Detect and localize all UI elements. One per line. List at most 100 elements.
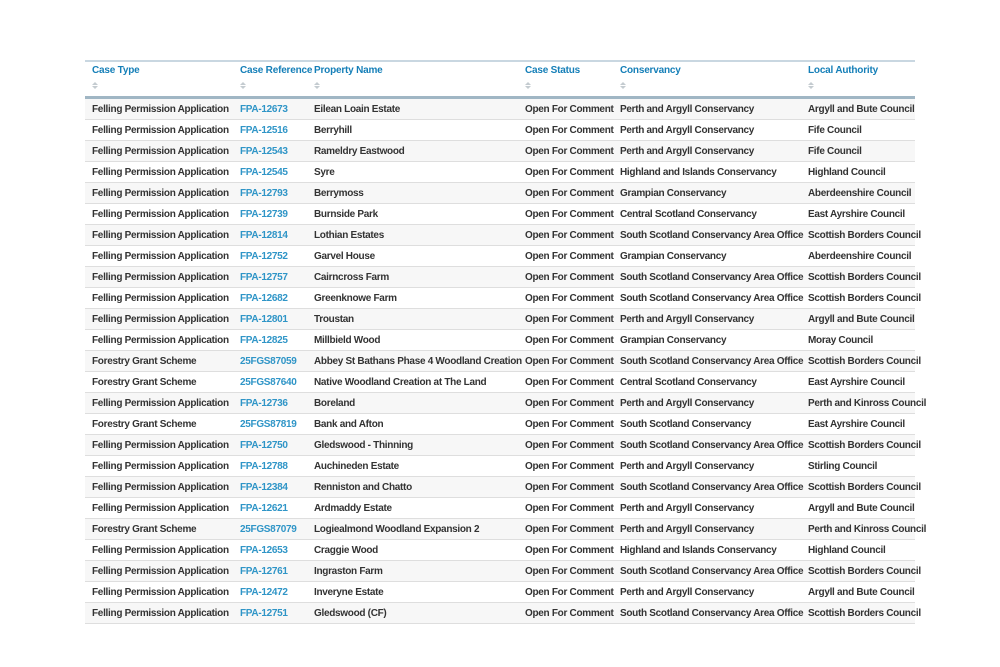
column-header-case-reference[interactable]: Case Reference [233, 60, 313, 99]
column-header-property-name[interactable]: Property Name [307, 60, 518, 99]
case-reference-link[interactable]: 25FGS87640 [240, 377, 297, 388]
table-header: Case Type Case Reference Property Name C… [85, 60, 915, 99]
case-reference-link[interactable]: FPA-12673 [240, 104, 288, 115]
case-status-cell: Open For Comment [518, 224, 614, 246]
case-reference-link[interactable]: FPA-12653 [240, 545, 288, 556]
table-body: Felling Permission Application FPA-12673 E… [85, 97, 926, 624]
conservancy-cell: South Scotland Conservancy Area Office [613, 434, 804, 456]
conservancy-cell: Grampian Conservancy [613, 245, 801, 267]
case-reference-link[interactable]: 25FGS87059 [240, 356, 297, 367]
case-reference-link[interactable]: FPA-12801 [240, 314, 288, 325]
case-reference-link[interactable]: FPA-12751 [240, 608, 288, 619]
column-header-local-authority[interactable]: Local Authority [801, 60, 915, 99]
conservancy-cell: Perth and Argyll Conservancy [613, 308, 801, 330]
column-header-case-status[interactable]: Case Status [518, 60, 613, 99]
case-reference-link[interactable]: FPA-12814 [240, 230, 288, 241]
case-reference-link[interactable]: FPA-12825 [240, 335, 288, 346]
case-reference-link[interactable]: FPA-12472 [240, 587, 288, 598]
case-type-cell: Felling Permission Application [85, 434, 233, 456]
case-reference-link[interactable]: FPA-12750 [240, 440, 288, 451]
case-reference-link[interactable]: FPA-12739 [240, 209, 288, 220]
local-authority-cell: Argyll and Bute Council [808, 104, 915, 115]
property-name-cell: Ingraston Farm [307, 560, 518, 582]
case-reference-cell: FPA-12788 [233, 455, 307, 477]
case-reference-link[interactable]: 25FGS87079 [240, 524, 297, 535]
case-reference-link[interactable]: FPA-12543 [240, 146, 288, 157]
sort-icon [314, 82, 320, 90]
local-authority-cell: East Ayrshire Council [801, 203, 915, 225]
local-authority-cell: Scottish Borders Council [801, 287, 921, 309]
conservancy-cell: Perth and Argyll Conservancy [613, 119, 801, 141]
case-status-cell: Open For Comment [518, 140, 614, 162]
property-name-cell: Craggie Wood [307, 539, 518, 561]
table-row: Forestry Grant Scheme 25FGS87079 Logiealmo… [85, 518, 926, 540]
local-authority-cell: Fife Council [801, 119, 915, 141]
case-type-cell: Felling Permission Application [85, 602, 233, 624]
case-status-cell: Open For Comment [518, 245, 614, 267]
case-reference-cell: FPA-12801 [233, 308, 307, 330]
conservancy-cell: South Scotland Conservancy Area Office [613, 224, 804, 246]
table-row: Felling Permission Application FPA-12751 G… [85, 602, 921, 624]
case-type-cell: Felling Permission Application [85, 182, 233, 204]
column-header-label: Conservancy [620, 65, 681, 76]
case-reference-link[interactable]: FPA-12545 [240, 167, 288, 178]
case-type-cell: Felling Permission Application [85, 581, 233, 603]
case-reference-link[interactable]: FPA-12621 [240, 503, 288, 514]
case-reference-link[interactable]: 25FGS87819 [240, 419, 297, 430]
case-reference-cell: 25FGS87059 [233, 350, 307, 372]
local-authority-cell: Highland Council [801, 539, 915, 561]
case-status-cell: Open For Comment [518, 539, 614, 561]
case-type-cell: Forestry Grant Scheme [85, 371, 233, 393]
case-reference-link[interactable]: FPA-12761 [240, 566, 288, 577]
case-reference-link[interactable]: FPA-12793 [240, 188, 288, 199]
header-row: Case Type Case Reference Property Name C… [85, 60, 915, 99]
table-row: Felling Permission Application FPA-12736 B… [85, 392, 926, 414]
case-type-cell: Felling Permission Application [92, 104, 229, 115]
column-header-label: Local Authority [808, 65, 878, 76]
table-row: Felling Permission Application FPA-12739 B… [85, 203, 915, 225]
property-name-cell: Cairncross Farm [307, 266, 518, 288]
case-type-cell: Felling Permission Application [85, 140, 233, 162]
case-type-cell: Felling Permission Application [85, 308, 233, 330]
conservancy-cell: Perth and Argyll Conservancy [613, 518, 801, 540]
table-row: Forestry Grant Scheme 25FGS87640 Native Wo… [85, 371, 915, 393]
case-status-cell: Open For Comment [518, 350, 614, 372]
case-reference-cell: FPA-12761 [233, 560, 307, 582]
column-header-label: Case Reference [240, 65, 313, 76]
conservancy-cell: Central Scotland Conservancy [613, 203, 801, 225]
case-reference-link[interactable]: FPA-12682 [240, 293, 288, 304]
case-type-cell: Felling Permission Application [85, 161, 233, 183]
property-name-cell: Bank and Afton [307, 413, 518, 435]
local-authority-cell: Stirling Council [801, 455, 915, 477]
case-reference-link[interactable]: FPA-12788 [240, 461, 288, 472]
property-name-cell: Auchineden Estate [307, 455, 518, 477]
case-reference-link[interactable]: FPA-12752 [240, 251, 288, 262]
table-row: Felling Permission Application FPA-12472 I… [85, 581, 915, 603]
case-reference-cell: 25FGS87079 [233, 518, 307, 540]
column-header-conservancy[interactable]: Conservancy [613, 60, 801, 99]
local-authority-cell: Perth and Kinross Council [801, 518, 926, 540]
case-reference-cell: FPA-12814 [233, 224, 307, 246]
case-type-cell: Forestry Grant Scheme [85, 350, 233, 372]
property-name-cell: Native Woodland Creation at The Land [307, 371, 518, 393]
property-name-cell: Berryhill [307, 119, 518, 141]
case-type-cell: Felling Permission Application [85, 224, 233, 246]
case-reference-link[interactable]: FPA-12384 [240, 482, 288, 493]
table-row: Felling Permission Application FPA-12801 T… [85, 308, 915, 330]
column-header-case-type[interactable]: Case Type [85, 60, 233, 99]
case-status-cell: Open For Comment [518, 497, 614, 519]
conservancy-cell: Perth and Argyll Conservancy [613, 392, 801, 414]
conservancy-cell: South Scotland Conservancy [613, 413, 801, 435]
case-reference-link[interactable]: FPA-12516 [240, 125, 288, 136]
case-reference-cell: FPA-12739 [233, 203, 307, 225]
case-reference-link[interactable]: FPA-12736 [240, 398, 288, 409]
cases-register-table: Case Type Case Reference Property Name C… [85, 60, 926, 624]
case-reference-link[interactable]: FPA-12757 [240, 272, 288, 283]
property-name-cell: Abbey St Bathans Phase 4 Woodland Creati… [307, 350, 522, 372]
case-status-cell: Open For Comment [518, 287, 614, 309]
table-row: Felling Permission Application FPA-12682 G… [85, 287, 921, 309]
local-authority-cell: Fife Council [801, 140, 915, 162]
case-status-cell: Open For Comment [518, 518, 614, 540]
local-authority-cell: Scottish Borders Council [801, 602, 921, 624]
case-reference-cell: FPA-12653 [233, 539, 307, 561]
